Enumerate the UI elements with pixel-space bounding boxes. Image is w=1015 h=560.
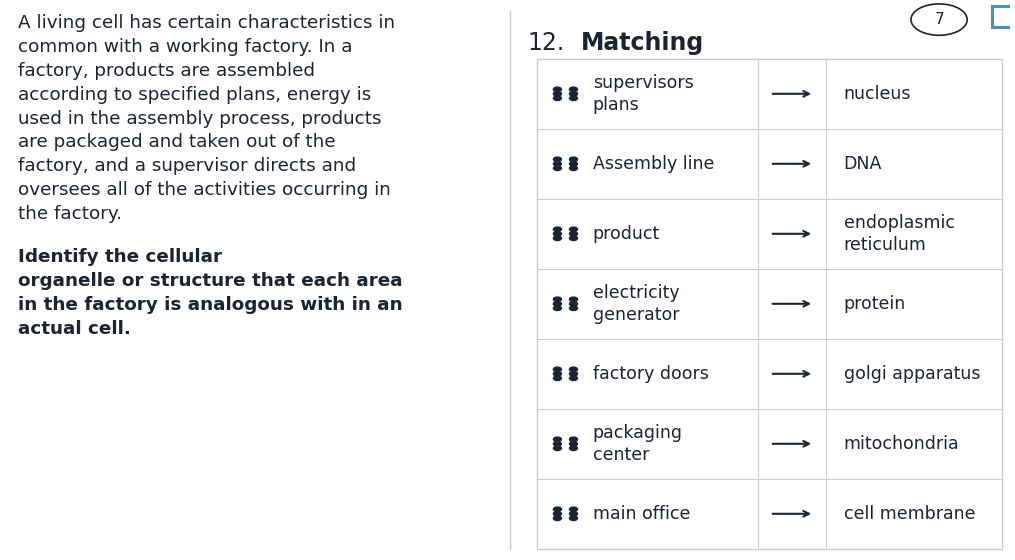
Circle shape <box>553 437 561 441</box>
Circle shape <box>569 507 578 512</box>
Circle shape <box>553 507 561 512</box>
Circle shape <box>553 236 561 241</box>
Text: electricity
generator: electricity generator <box>593 284 679 324</box>
Circle shape <box>569 96 578 101</box>
Circle shape <box>569 232 578 236</box>
Text: protein: protein <box>843 295 906 313</box>
Text: endoplasmic
reticulum: endoplasmic reticulum <box>843 214 955 254</box>
Circle shape <box>553 162 561 166</box>
Text: nucleus: nucleus <box>843 85 911 103</box>
Circle shape <box>569 367 578 372</box>
Circle shape <box>569 162 578 166</box>
Circle shape <box>569 512 578 516</box>
Text: Identify the cellular
organelle or structure that each area
in the factory is an: Identify the cellular organelle or struc… <box>18 248 403 338</box>
Text: 7: 7 <box>934 12 944 27</box>
Circle shape <box>569 446 578 450</box>
Circle shape <box>553 302 561 306</box>
Circle shape <box>553 372 561 376</box>
Text: cell membrane: cell membrane <box>843 505 975 523</box>
Bar <box>537 59 1003 549</box>
Text: golgi apparatus: golgi apparatus <box>843 365 980 383</box>
Circle shape <box>553 446 561 450</box>
Text: Assembly line: Assembly line <box>593 155 714 173</box>
Circle shape <box>569 516 578 521</box>
Text: packaging
center: packaging center <box>593 424 682 464</box>
Circle shape <box>553 87 561 92</box>
Circle shape <box>569 157 578 162</box>
Circle shape <box>569 437 578 441</box>
Circle shape <box>553 516 561 521</box>
Circle shape <box>553 512 561 516</box>
Text: Matching: Matching <box>581 31 703 55</box>
Circle shape <box>553 306 561 311</box>
Circle shape <box>553 91 561 96</box>
Text: main office: main office <box>593 505 690 523</box>
Text: supervisors
plans: supervisors plans <box>593 74 693 114</box>
Circle shape <box>569 372 578 376</box>
Circle shape <box>553 232 561 236</box>
Circle shape <box>569 297 578 302</box>
Circle shape <box>569 87 578 92</box>
Text: factory doors: factory doors <box>593 365 708 383</box>
Circle shape <box>569 306 578 311</box>
Text: mitochondria: mitochondria <box>843 435 959 453</box>
Circle shape <box>569 166 578 171</box>
Circle shape <box>553 227 561 232</box>
Circle shape <box>569 91 578 96</box>
Circle shape <box>553 96 561 101</box>
Text: DNA: DNA <box>843 155 882 173</box>
Circle shape <box>569 376 578 381</box>
Circle shape <box>569 236 578 241</box>
Circle shape <box>569 227 578 232</box>
Circle shape <box>553 157 561 162</box>
Text: A living cell has certain characteristics in
common with a working factory. In a: A living cell has certain characteristic… <box>18 14 395 223</box>
Text: product: product <box>593 225 660 243</box>
Circle shape <box>553 166 561 171</box>
Circle shape <box>553 441 561 446</box>
Circle shape <box>569 441 578 446</box>
Circle shape <box>553 376 561 381</box>
Circle shape <box>553 367 561 372</box>
Circle shape <box>569 302 578 306</box>
Text: 12.: 12. <box>527 31 564 55</box>
Circle shape <box>553 297 561 302</box>
